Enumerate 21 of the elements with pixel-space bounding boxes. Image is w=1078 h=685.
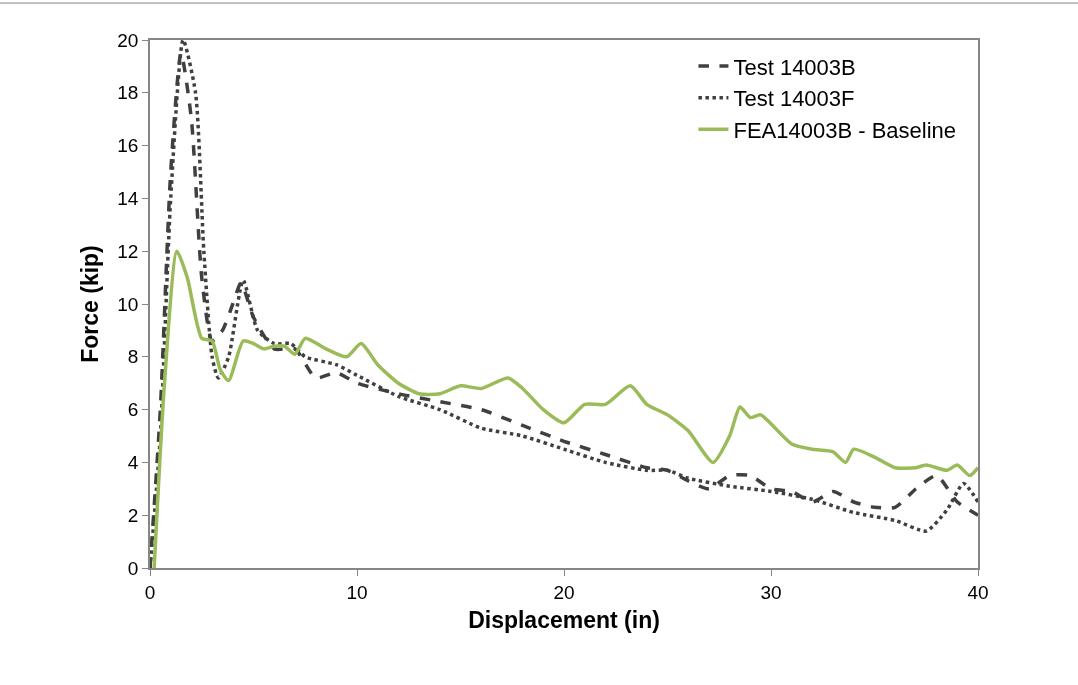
legend-label: FEA14003B - Baseline	[733, 117, 957, 143]
y-tick-label: 12	[117, 240, 139, 262]
x-tick-label: 30	[760, 581, 782, 603]
x-tick-label: 20	[553, 581, 575, 603]
y-tick-label: 10	[117, 293, 139, 315]
y-tick-label: 8	[127, 346, 139, 368]
y-tick-label: 20	[117, 29, 139, 51]
x-axis-title: Displacement (in)	[468, 606, 660, 633]
y-tick-label: 2	[127, 504, 139, 526]
x-tick-label: 0	[144, 581, 156, 603]
y-tick-label: 18	[117, 82, 139, 104]
y-tick-label: 6	[127, 399, 139, 421]
y-tick-label: 0	[127, 557, 139, 579]
y-tick-label: 14	[117, 188, 139, 210]
legend-label: Test 14003B	[733, 54, 856, 80]
y-tick-label: 16	[117, 135, 139, 157]
x-tick-label: 40	[967, 581, 989, 603]
y-tick-label: 4	[127, 452, 139, 474]
y-axis-title: Force (kip)	[77, 245, 104, 363]
x-tick-label: 10	[346, 581, 368, 603]
legend-label: Test 14003F	[733, 86, 855, 112]
